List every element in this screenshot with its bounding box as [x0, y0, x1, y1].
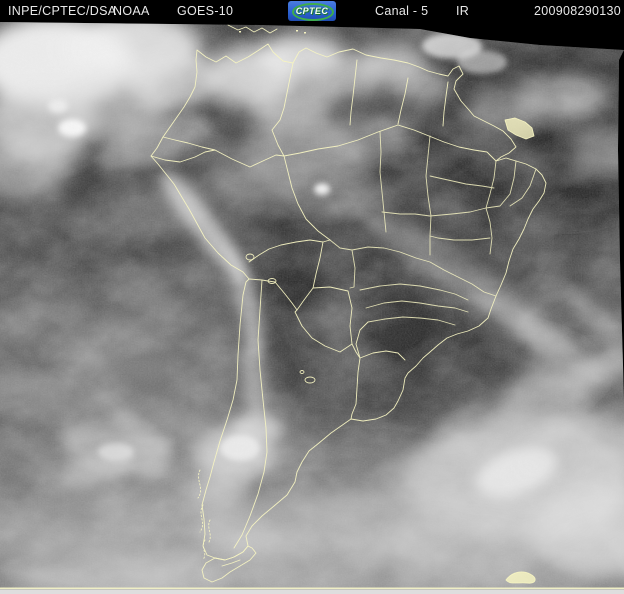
bottom-frame-line	[0, 587, 624, 590]
channel-label: Canal - 5	[375, 4, 429, 18]
sensor-grain	[0, 22, 624, 588]
satellite-label: GOES-10	[177, 4, 234, 18]
fjords	[197, 469, 211, 561]
state-borders-brazil	[329, 131, 537, 326]
bottom-frame-fill	[0, 589, 624, 594]
country-borders-north	[150, 59, 497, 241]
island-dots	[239, 30, 306, 34]
coastline	[150, 43, 547, 561]
central-america-coast	[227, 24, 278, 34]
band-label: IR	[456, 4, 470, 18]
coastal-detail-patch	[504, 117, 535, 140]
south-america-borders	[150, 24, 547, 584]
operator-label: NOAA	[113, 4, 150, 18]
logo-text: CPTEC	[295, 6, 329, 16]
header-bar: INPE/CPTEC/DSA NOAA GOES-10 CPTEC Canal …	[0, 0, 624, 22]
country-borders-south	[233, 239, 406, 549]
source-label: INPE/CPTEC/DSA	[8, 4, 117, 18]
timestamp-label: 200908290130	[534, 4, 622, 18]
falkland-islands	[505, 571, 536, 584]
cptec-logo: CPTEC	[288, 1, 336, 21]
logo-ellipse-icon	[292, 3, 334, 21]
lakes	[245, 253, 316, 384]
tierra-del-fuego	[201, 545, 257, 583]
